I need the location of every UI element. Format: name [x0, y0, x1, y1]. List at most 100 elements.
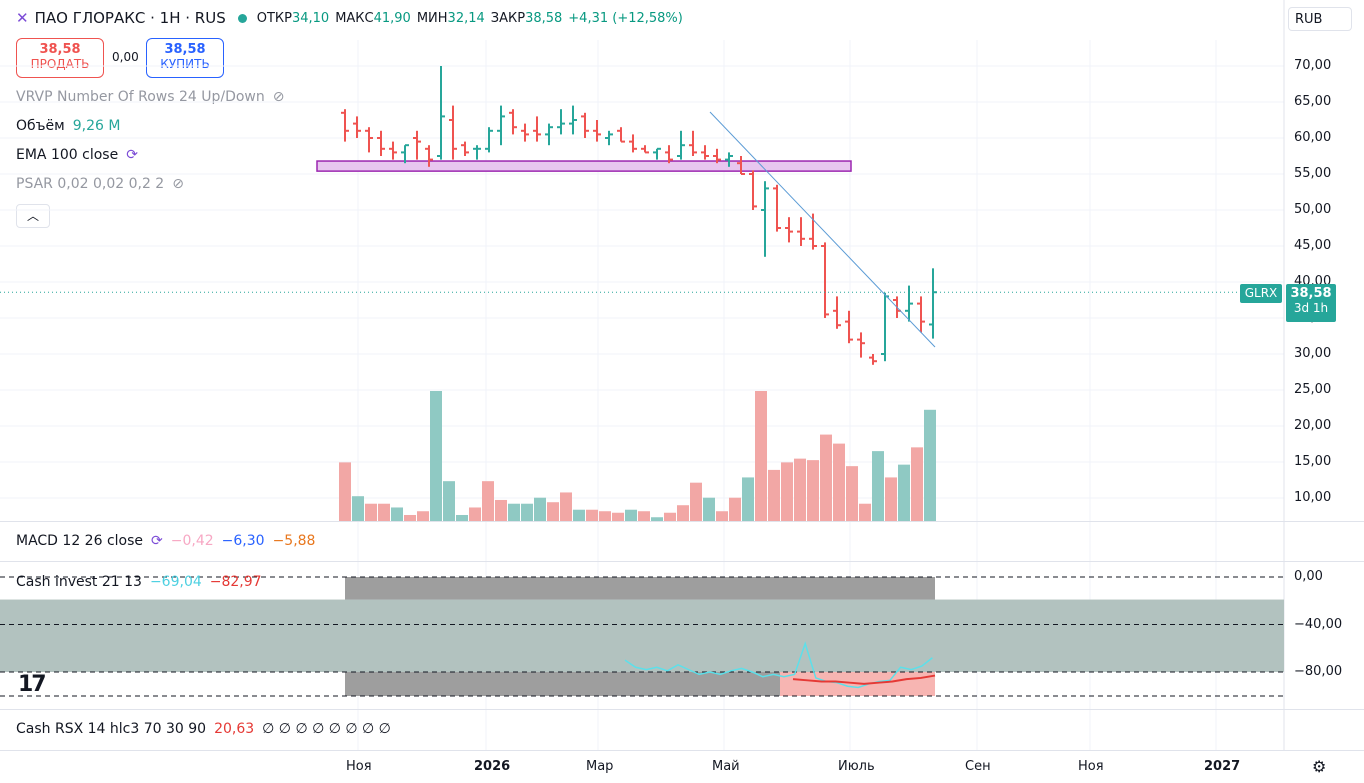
- buy-price: 38,58: [164, 42, 206, 57]
- cash-rsx-label: Cash RSX 14 hlc3 70 30 90: [16, 721, 207, 737]
- price-axis-tick: 30,00: [1294, 346, 1332, 361]
- cash-invest-axis-tick: −80,00: [1294, 664, 1343, 679]
- ema-legend[interactable]: EMA 100 close ⟳: [16, 147, 138, 163]
- price-axis-tick: 55,00: [1294, 166, 1332, 181]
- volume-bar: [742, 477, 754, 521]
- price-axis-tick: 65,00: [1294, 94, 1332, 109]
- high-label: МАКС: [335, 10, 374, 26]
- psar-label: PSAR 0,02 0,02 0,2 2: [16, 176, 165, 192]
- currency-label: RUB: [1295, 12, 1323, 27]
- macd-value-1: −0,42: [170, 533, 214, 549]
- volume-bar: [729, 497, 741, 521]
- price-axis-tick: 70,00: [1294, 58, 1332, 73]
- change-value: +4,31 (+12,58%): [568, 10, 683, 26]
- cash-invest-axis-tick: −40,00: [1294, 616, 1343, 632]
- volume-bar: [482, 481, 494, 521]
- time-axis-tick: Ноя: [1078, 759, 1104, 774]
- volume-bar: [703, 497, 715, 521]
- refresh-icon[interactable]: ⟳: [151, 533, 163, 549]
- time-axis-tick: Ноя: [346, 759, 372, 774]
- price-axis-tick: 50,00: [1294, 202, 1332, 217]
- price-axis-tick: 45,00: [1294, 238, 1332, 253]
- volume-bar: [495, 499, 507, 521]
- cash-invest-axis-tick: 0,00: [1294, 569, 1323, 584]
- last-price-tag: 38,58 3d 1h: [1286, 284, 1336, 322]
- volume-bar: [807, 460, 819, 521]
- time-axis-tick: Мар: [586, 759, 614, 774]
- chevron-up-icon: ︿: [26, 209, 39, 223]
- refresh-icon[interactable]: ⟳: [126, 147, 138, 163]
- time-axis-tick: Сен: [965, 759, 991, 774]
- volume-bar: [690, 482, 702, 521]
- volume-legend[interactable]: Объём 9,26 M: [16, 118, 120, 134]
- open-value: 34,10: [291, 10, 330, 26]
- cash-invest-legend[interactable]: Cash invest 21 13 −69,04 −82,97: [16, 574, 262, 590]
- volume-bar: [599, 511, 611, 521]
- volume-bar: [560, 492, 572, 521]
- volume-bar: [755, 391, 767, 521]
- spread-value: 0,00: [112, 50, 139, 64]
- volume-bar: [677, 505, 689, 521]
- volume-bar: [417, 511, 429, 521]
- bar-timer: 3d 1h: [1293, 301, 1329, 315]
- volume-bar: [378, 503, 390, 521]
- sell-button[interactable]: 38,58 ПРОДАТЬ: [16, 38, 104, 78]
- volume-bar: [638, 511, 650, 521]
- buy-button[interactable]: 38,58 КУПИТЬ: [146, 38, 224, 78]
- volume-bar: [586, 509, 598, 521]
- volume-bar: [508, 503, 520, 521]
- time-axis-tick: Июль: [838, 759, 875, 774]
- time-axis-tick: 2026: [474, 759, 511, 774]
- close-icon[interactable]: ✕: [16, 9, 29, 27]
- volume-bar: [352, 496, 364, 521]
- last-price: 38,58: [1290, 286, 1332, 301]
- volume-bar: [820, 434, 832, 521]
- time-axis-tick: 2027: [1204, 759, 1241, 774]
- symbol-title[interactable]: ПАО ГЛОРАКС · 1Н · RUS: [34, 9, 226, 27]
- sell-price: 38,58: [39, 42, 81, 57]
- market-status-icon: [237, 13, 247, 23]
- cash-invest-value-1: −69,04: [149, 574, 202, 590]
- currency-select[interactable]: RUB: [1288, 7, 1352, 31]
- price-axis-tick: 60,00: [1294, 130, 1332, 145]
- macd-legend[interactable]: MACD 12 26 close ⟳ −0,42 −6,30 −5,88: [16, 533, 315, 549]
- volume-bar: [404, 514, 416, 521]
- ema-label: EMA 100 close: [16, 147, 119, 163]
- cash-rsx-zeros: ∅ ∅ ∅ ∅ ∅ ∅ ∅ ∅: [262, 721, 391, 737]
- time-axis-tick: Май: [712, 759, 740, 774]
- vrvp-legend[interactable]: VRVP Number Of Rows 24 Up/Down ⊘: [16, 89, 284, 105]
- volume-bar: [833, 443, 845, 521]
- volume-bar: [391, 507, 403, 521]
- volume-label: Объём: [16, 118, 65, 134]
- settings-gear-icon[interactable]: ⚙: [1312, 757, 1327, 776]
- vrvp-label: VRVP Number Of Rows 24 Up/Down: [16, 89, 265, 105]
- volume-bar: [651, 517, 663, 521]
- volume-bar: [911, 447, 923, 521]
- volume-bar: [456, 514, 468, 521]
- cash-rsx-value: 20,63: [214, 721, 255, 737]
- psar-legend[interactable]: PSAR 0,02 0,02 0,2 2 ⊘: [16, 176, 184, 192]
- sell-label: ПРОДАТЬ: [30, 57, 90, 71]
- eye-hidden-icon[interactable]: ⊘: [172, 176, 184, 192]
- volume-value: 9,26 M: [72, 118, 121, 134]
- cash-invest-value-2: −82,97: [209, 574, 262, 590]
- low-label: МИН: [416, 10, 448, 26]
- volume-bar: [625, 509, 637, 521]
- volume-bar: [846, 466, 858, 521]
- cash-invest-line-1: [624, 641, 933, 689]
- macd-value-2: −6,30: [221, 533, 265, 549]
- collapse-legend-button[interactable]: ︿: [16, 204, 50, 228]
- volume-bar: [768, 469, 780, 521]
- volume-bar: [898, 464, 910, 521]
- macd-value-3: −5,88: [272, 533, 316, 549]
- price-axis-tick: 25,00: [1294, 382, 1332, 397]
- close-value: 38,58: [525, 10, 563, 26]
- tradingview-logo: 17: [18, 672, 47, 697]
- volume-bar: [534, 497, 546, 521]
- cash-invest-line-2: [792, 674, 936, 685]
- symbol-tag: GLRX: [1240, 284, 1282, 303]
- cash-rsx-legend[interactable]: Cash RSX 14 hlc3 70 30 90 20,63 ∅ ∅ ∅ ∅ …: [16, 721, 391, 737]
- volume-bar: [716, 511, 728, 521]
- eye-hidden-icon[interactable]: ⊘: [272, 89, 285, 105]
